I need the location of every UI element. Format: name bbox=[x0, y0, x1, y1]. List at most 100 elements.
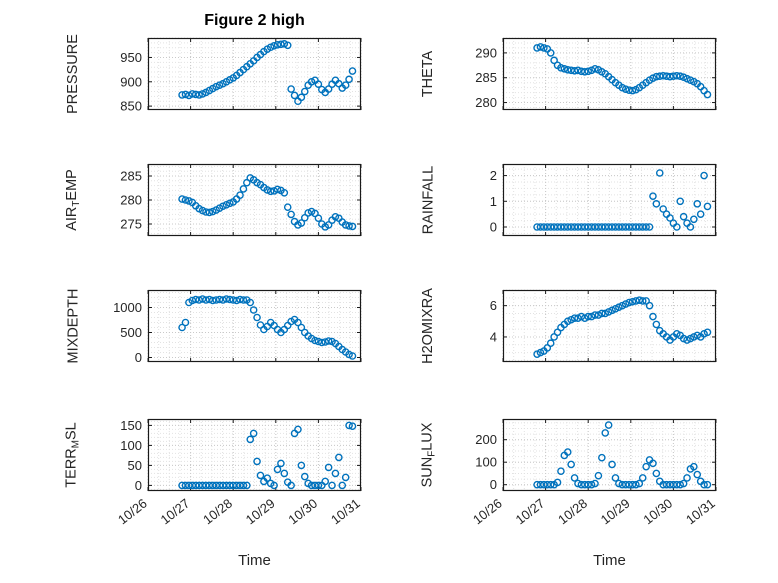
axes-box bbox=[147, 418, 362, 492]
data-point-marker bbox=[649, 192, 657, 200]
data-point-marker bbox=[348, 352, 357, 360]
axes-box bbox=[147, 289, 362, 363]
x-tick-labels: 10/26 10/27 10/28 10/29 10/30 10/31 bbox=[115, 496, 363, 528]
data-point-marker bbox=[700, 171, 708, 180]
data-point-marker bbox=[300, 472, 309, 481]
data-point-marker bbox=[324, 221, 333, 229]
data-point-marker bbox=[246, 298, 255, 307]
y-axis-label-text: MIXDEPTH bbox=[65, 288, 82, 364]
y-tick-label: 900 bbox=[120, 74, 142, 89]
data-point-marker bbox=[584, 312, 592, 321]
tick-marks bbox=[502, 419, 717, 491]
y-axis-label-text: PRESSURE bbox=[65, 34, 81, 114]
data-point-marker bbox=[181, 318, 190, 327]
data-point-marker bbox=[679, 479, 688, 488]
tick-marks bbox=[147, 38, 362, 110]
data-point-marker bbox=[703, 480, 712, 489]
data-point-marker bbox=[294, 425, 302, 434]
data-point-marker bbox=[266, 187, 275, 196]
data-point-marker bbox=[546, 49, 555, 57]
y-axis-label-terr-msl: TERRMSL bbox=[60, 419, 86, 491]
data-point-marker bbox=[253, 457, 261, 466]
plot-pressure: 850 900 950 bbox=[120, 37, 362, 114]
y-axis-label-text: THETA bbox=[420, 50, 437, 98]
y-tick-label: 950 bbox=[120, 50, 142, 65]
data-point-marker bbox=[345, 75, 353, 84]
data-point-marker bbox=[652, 320, 661, 329]
data-point-marker bbox=[645, 301, 654, 310]
data-point-marker bbox=[253, 313, 261, 322]
data-point-marker bbox=[570, 314, 579, 322]
data-point-marker bbox=[645, 223, 654, 231]
x-tick-label: 10/26 bbox=[470, 496, 505, 528]
y-tick-labels: 0 50 100 150 bbox=[120, 418, 142, 493]
data-point-marker bbox=[666, 214, 674, 222]
data-point-marker bbox=[243, 481, 251, 490]
data-point-marker bbox=[287, 210, 295, 219]
x-tick-label: 10/30 bbox=[285, 496, 320, 528]
data-point-marker bbox=[584, 67, 592, 76]
data-point-marker bbox=[222, 295, 231, 303]
data-point-marker bbox=[181, 196, 190, 204]
y-tick-label: 100 bbox=[120, 438, 142, 453]
data-point-marker bbox=[546, 480, 555, 489]
data-point-marker bbox=[287, 85, 295, 93]
data-point-marker bbox=[300, 87, 309, 96]
y-tick-label: 100 bbox=[475, 455, 497, 470]
data-point-marker bbox=[553, 478, 562, 487]
data-point-marker bbox=[324, 463, 333, 472]
data-point-marker bbox=[341, 81, 350, 89]
data-point-marker bbox=[591, 64, 599, 73]
data-point-marker bbox=[611, 474, 620, 482]
data-point-marker bbox=[311, 336, 319, 345]
x-tick-label: 10/30 bbox=[640, 496, 675, 528]
x-tick-labels: 10/26 10/27 10/28 10/29 10/30 10/31 bbox=[470, 496, 718, 528]
data-point-marker bbox=[673, 480, 681, 489]
data-point-marker bbox=[673, 223, 681, 231]
data-point-marker bbox=[225, 295, 234, 304]
data-point-marker bbox=[341, 473, 350, 482]
figure-title: Figure 2 high bbox=[204, 12, 305, 29]
data-point-marker bbox=[540, 44, 548, 52]
data-point-marker bbox=[632, 480, 640, 489]
data-point-marker bbox=[557, 63, 565, 72]
data-point-marker bbox=[584, 480, 592, 489]
data-point-marker bbox=[338, 481, 347, 490]
y-tick-labels: 280 285 290 bbox=[475, 45, 497, 110]
data-point-marker bbox=[277, 40, 285, 49]
data-point-marker bbox=[318, 338, 326, 347]
axes-box bbox=[502, 289, 717, 363]
data-point-marker bbox=[628, 86, 637, 95]
data-point-marker bbox=[311, 209, 319, 218]
x-tick-label: 10/31 bbox=[328, 496, 363, 528]
data-point-marker bbox=[239, 185, 248, 193]
data-point-marker bbox=[693, 200, 702, 208]
scatter-markers bbox=[178, 421, 357, 490]
data-point-marker bbox=[676, 72, 685, 81]
x-tick-label: 10/27 bbox=[158, 496, 193, 528]
data-point-marker bbox=[335, 453, 343, 462]
y-tick-label: 850 bbox=[120, 99, 142, 114]
data-point-marker bbox=[314, 481, 323, 490]
data-point-marker bbox=[676, 480, 685, 489]
data-point-marker bbox=[638, 474, 647, 482]
data-point-marker bbox=[690, 462, 698, 471]
data-point-marker bbox=[348, 422, 357, 430]
data-point-marker bbox=[249, 429, 258, 438]
y-axis-label-rainfall: RAINFALL bbox=[415, 164, 441, 236]
data-point-marker bbox=[341, 221, 350, 229]
data-point-marker bbox=[615, 479, 623, 488]
data-point-marker bbox=[563, 448, 572, 456]
y-axis-label-text: TERRMSL bbox=[64, 422, 82, 488]
x-tick-label: 10/27 bbox=[513, 496, 548, 528]
data-point-marker bbox=[574, 66, 582, 75]
data-point-marker bbox=[591, 479, 599, 488]
y-axis-label-sun-flux: SUNFLUX bbox=[415, 419, 441, 491]
data-point-marker bbox=[652, 469, 661, 478]
data-point-marker bbox=[567, 460, 575, 469]
y-tick-label: 285 bbox=[475, 70, 497, 85]
data-point-marker bbox=[243, 178, 251, 187]
data-point-marker bbox=[574, 479, 582, 488]
data-point-marker bbox=[683, 474, 691, 482]
tick-marks bbox=[502, 38, 717, 110]
